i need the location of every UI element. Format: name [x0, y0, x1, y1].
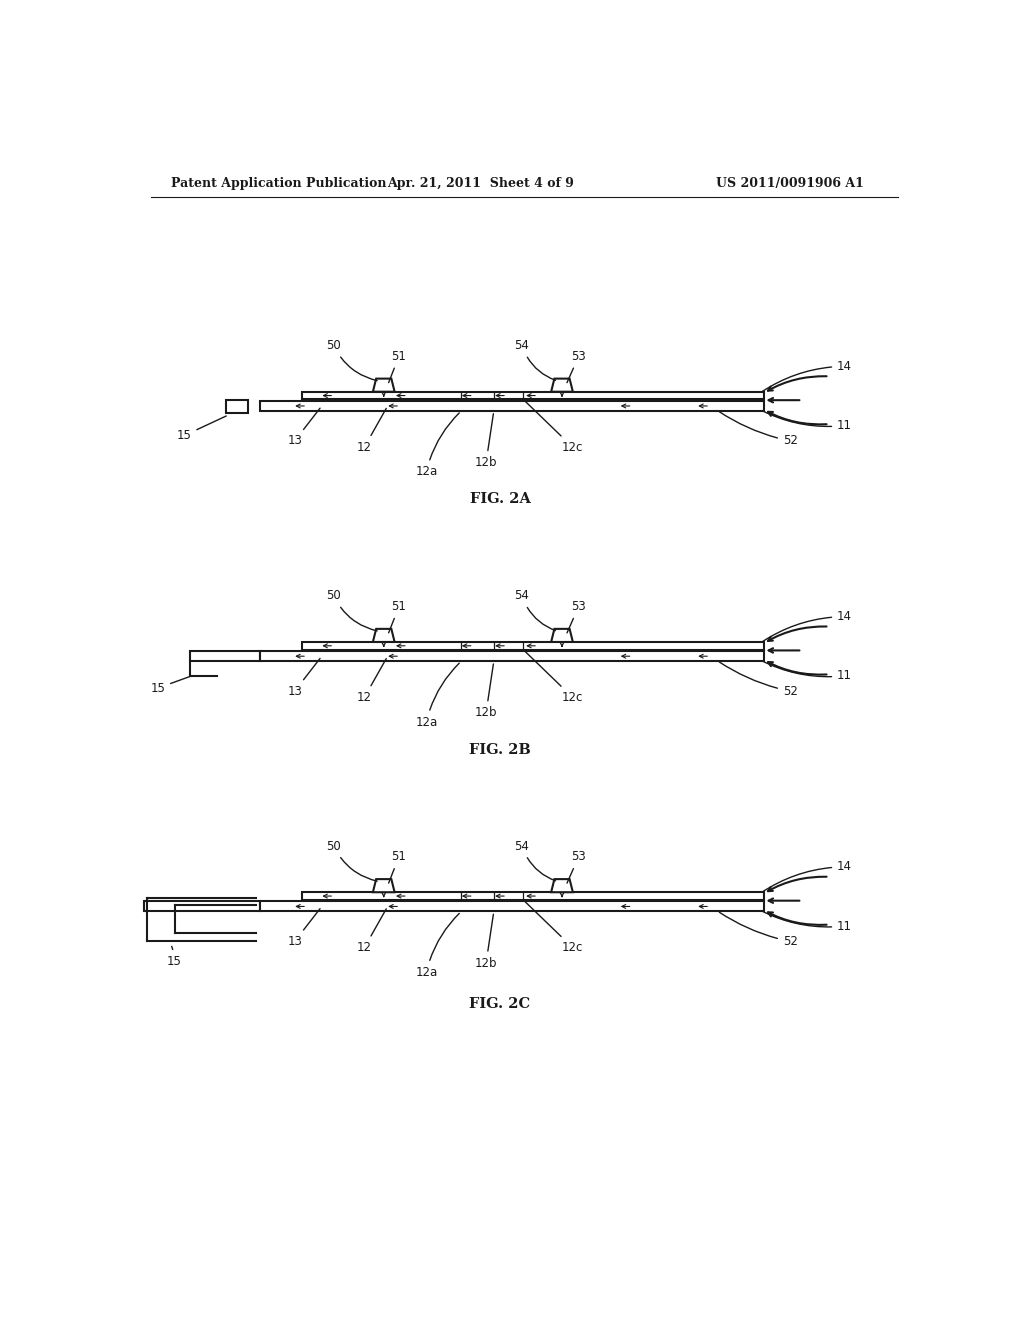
Text: 52: 52	[719, 912, 798, 948]
Polygon shape	[373, 628, 394, 642]
Polygon shape	[551, 628, 572, 642]
Text: 12: 12	[357, 408, 386, 454]
Text: 12: 12	[357, 659, 386, 704]
Text: 51: 51	[389, 850, 407, 883]
Text: 13: 13	[287, 908, 321, 948]
Text: FIG. 2C: FIG. 2C	[469, 997, 530, 1011]
Text: 52: 52	[719, 412, 798, 447]
Polygon shape	[373, 879, 394, 892]
Polygon shape	[551, 379, 572, 392]
Bar	[190, 651, 260, 661]
Bar	[302, 392, 764, 400]
Bar	[226, 400, 248, 413]
Text: 15: 15	[177, 416, 226, 442]
Text: 12b: 12b	[475, 413, 498, 469]
Text: FIG. 2A: FIG. 2A	[470, 492, 530, 506]
Bar	[302, 892, 764, 900]
Text: 50: 50	[327, 589, 377, 631]
Text: 11: 11	[762, 411, 852, 432]
Text: 12b: 12b	[475, 664, 498, 719]
Text: 14: 14	[762, 610, 852, 642]
Text: 50: 50	[327, 339, 377, 380]
Text: 54: 54	[515, 339, 555, 380]
Text: 11: 11	[762, 661, 852, 682]
Bar	[143, 902, 260, 912]
Bar	[302, 642, 764, 649]
Text: US 2011/0091906 A1: US 2011/0091906 A1	[717, 177, 864, 190]
Text: 53: 53	[567, 350, 586, 383]
Text: 13: 13	[287, 408, 321, 447]
Text: 15: 15	[151, 676, 191, 694]
Text: 12b: 12b	[475, 915, 498, 970]
Text: Patent Application Publication: Patent Application Publication	[171, 177, 386, 190]
Text: 54: 54	[515, 840, 555, 880]
Text: 51: 51	[389, 350, 407, 383]
Text: 14: 14	[762, 861, 852, 892]
Text: 12: 12	[357, 909, 386, 954]
Bar	[260, 401, 764, 411]
Text: FIG. 2B: FIG. 2B	[469, 743, 530, 756]
Text: 13: 13	[287, 659, 321, 698]
Text: 12a: 12a	[416, 413, 459, 478]
Text: 15: 15	[167, 946, 182, 968]
Text: 54: 54	[515, 589, 555, 631]
Bar	[260, 902, 764, 912]
Text: 53: 53	[567, 850, 586, 883]
Text: 12c: 12c	[525, 652, 584, 704]
Text: 52: 52	[719, 663, 798, 698]
Text: 12a: 12a	[416, 663, 459, 729]
Text: 11: 11	[762, 911, 852, 933]
Text: 50: 50	[327, 840, 377, 882]
Polygon shape	[373, 379, 394, 392]
Text: Apr. 21, 2011  Sheet 4 of 9: Apr. 21, 2011 Sheet 4 of 9	[387, 177, 574, 190]
Text: 12a: 12a	[416, 913, 459, 979]
Text: 53: 53	[567, 601, 586, 632]
Text: 14: 14	[762, 360, 852, 392]
Bar	[260, 651, 764, 661]
Text: 51: 51	[389, 601, 407, 632]
Text: 12c: 12c	[525, 902, 584, 954]
Text: 12c: 12c	[525, 401, 584, 454]
Polygon shape	[551, 879, 572, 892]
